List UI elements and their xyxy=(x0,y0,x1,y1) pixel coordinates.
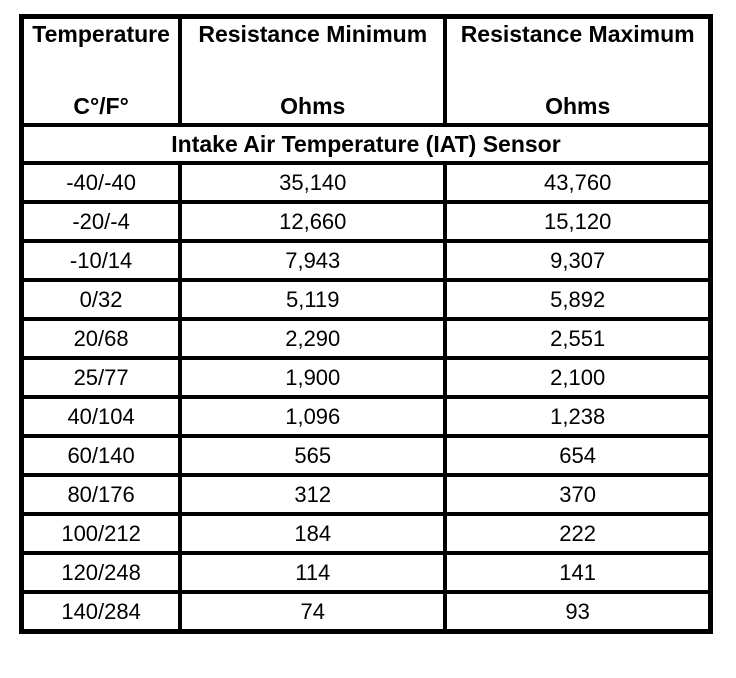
table-row: 0/32 5,119 5,892 xyxy=(19,278,713,321)
resistance-max-cell: 5,892 xyxy=(443,278,713,321)
table-header: Temperature C°/F° Resistance Minimum Ohm… xyxy=(19,14,713,127)
table-row: 120/248 114 141 xyxy=(19,551,713,594)
resistance-max-cell: 2,551 xyxy=(443,317,713,360)
resistance-max-cell: 370 xyxy=(443,473,713,516)
table-row: 40/104 1,096 1,238 xyxy=(19,395,713,438)
resistance-max-cell: 43,760 xyxy=(443,161,713,204)
table-row: 20/68 2,290 2,551 xyxy=(19,317,713,360)
temperature-cell: -10/14 xyxy=(19,239,183,282)
resistance-min-cell: 1,096 xyxy=(178,395,448,438)
table-row: 140/284 74 93 xyxy=(19,590,713,634)
resistance-max-cell: 654 xyxy=(443,434,713,477)
temperature-cell: 100/212 xyxy=(19,512,183,555)
resistance-min-cell: 74 xyxy=(178,590,448,634)
table-row: -40/-40 35,140 43,760 xyxy=(19,161,713,204)
resistance-min-cell: 2,290 xyxy=(178,317,448,360)
iat-sensor-table: Temperature C°/F° Resistance Minimum Ohm… xyxy=(19,14,713,634)
temperature-cell: 80/176 xyxy=(19,473,183,516)
resistance-max-cell: 222 xyxy=(443,512,713,555)
temperature-cell: 120/248 xyxy=(19,551,183,594)
section-title-row: Intake Air Temperature (IAT) Sensor xyxy=(19,123,713,165)
temperature-cell: 140/284 xyxy=(19,590,183,634)
resistance-max-cell: 141 xyxy=(443,551,713,594)
temperature-cell: 20/68 xyxy=(19,317,183,360)
resistance-max-cell: 93 xyxy=(443,590,713,634)
table-row: 100/212 184 222 xyxy=(19,512,713,555)
resistance-min-cell: 5,119 xyxy=(178,278,448,321)
resistance-min-cell: 565 xyxy=(178,434,448,477)
resistance-min-column-header: Resistance Minimum Ohms xyxy=(178,14,448,127)
resistance-min-column-title: Resistance Minimum xyxy=(198,21,428,47)
resistance-min-cell: 35,140 xyxy=(178,161,448,204)
temperature-column-unit: C°/F° xyxy=(73,93,129,119)
header-row: Temperature C°/F° Resistance Minimum Ohm… xyxy=(19,14,713,127)
resistance-min-cell: 12,660 xyxy=(178,200,448,243)
table-row: 60/140 565 654 xyxy=(19,434,713,477)
resistance-max-cell: 15,120 xyxy=(443,200,713,243)
table-row: -10/14 7,943 9,307 xyxy=(19,239,713,282)
section-title: Intake Air Temperature (IAT) Sensor xyxy=(19,123,713,165)
resistance-min-cell: 114 xyxy=(178,551,448,594)
table-row: 25/77 1,900 2,100 xyxy=(19,356,713,399)
resistance-min-cell: 7,943 xyxy=(178,239,448,282)
table-row: 80/176 312 370 xyxy=(19,473,713,516)
resistance-max-column-unit: Ohms xyxy=(545,93,611,119)
resistance-min-cell: 1,900 xyxy=(178,356,448,399)
table-row: -20/-4 12,660 15,120 xyxy=(19,200,713,243)
temperature-cell: -20/-4 xyxy=(19,200,183,243)
resistance-min-cell: 184 xyxy=(178,512,448,555)
resistance-max-cell: 9,307 xyxy=(443,239,713,282)
resistance-max-column-header: Resistance Maximum Ohms xyxy=(443,14,713,127)
temperature-cell: 40/104 xyxy=(19,395,183,438)
section-header: Intake Air Temperature (IAT) Sensor xyxy=(19,123,713,165)
resistance-min-column-unit: Ohms xyxy=(280,93,346,119)
resistance-max-column-title: Resistance Maximum xyxy=(460,21,695,47)
temperature-column-title: Temperature xyxy=(32,21,170,47)
resistance-max-cell: 2,100 xyxy=(443,356,713,399)
temperature-cell: 25/77 xyxy=(19,356,183,399)
temperature-cell: 0/32 xyxy=(19,278,183,321)
resistance-min-cell: 312 xyxy=(178,473,448,516)
temperature-column-header: Temperature C°/F° xyxy=(19,14,183,127)
temperature-cell: 60/140 xyxy=(19,434,183,477)
temperature-cell: -40/-40 xyxy=(19,161,183,204)
table-body: -40/-40 35,140 43,760 -20/-4 12,660 15,120 -10… xyxy=(19,161,713,634)
resistance-max-cell: 1,238 xyxy=(443,395,713,438)
